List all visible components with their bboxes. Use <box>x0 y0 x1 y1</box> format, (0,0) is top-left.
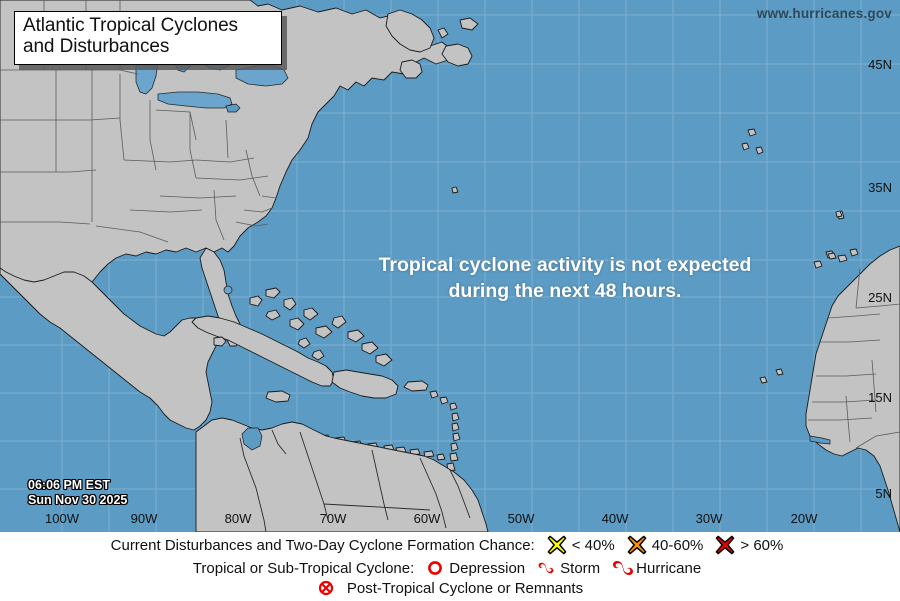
timestamp-date: Sun Nov 30 2025 <box>28 493 128 508</box>
legend-item-hurricane[interactable]: Hurricane <box>612 557 701 579</box>
legend-label-gt-60: > 60% <box>740 536 784 554</box>
outlook-message-line-2: during the next 48 hours. <box>448 280 682 303</box>
x-marker-yellow-icon <box>547 535 567 555</box>
longitude-label-50w: 50W <box>507 511 535 526</box>
issuance-timestamp: 06:06 PM EST Sun Nov 30 2025 <box>28 478 127 509</box>
longitude-label-90w: 90W <box>130 511 158 526</box>
latitude-label-45n: 45N <box>868 57 892 72</box>
post-tropical-circle-x-icon <box>317 579 335 597</box>
legend-post-tropical-row: Post-Tropical Cyclone or Remnants <box>0 579 900 597</box>
title-line-2: and Disturbances <box>23 35 170 57</box>
title-line-1: Atlantic Tropical Cyclones <box>23 15 238 36</box>
legend-item-post-tropical[interactable]: Post-Tropical Cyclone or Remnants <box>317 579 583 597</box>
map-legend: Current Disturbances and Two-Day Cyclone… <box>0 532 900 601</box>
latitude-label-35n: 35N <box>868 180 892 195</box>
atlantic-islands <box>437 17 843 384</box>
legend-label-storm: Storm <box>560 559 601 577</box>
legend-label-40-60: 40-60% <box>651 536 704 554</box>
graphic-title-box: Atlantic Tropical Cyclones and Disturban… <box>14 11 282 65</box>
latitude-label-5n: 5N <box>875 486 892 501</box>
atlantic-basin-map[interactable]: Atlantic Tropical Cyclones and Disturban… <box>0 0 900 532</box>
latitude-label-15n: 15N <box>868 390 892 405</box>
longitude-label-80w: 80W <box>224 511 252 526</box>
longitude-label-70w: 70W <box>319 511 347 526</box>
site-url-watermark[interactable]: www.hurricanes.gov <box>756 6 892 21</box>
bermuda-island <box>451 186 459 194</box>
legend-label-lt-40: < 40% <box>571 536 615 554</box>
longitude-label-20w: 20W <box>790 511 818 526</box>
tropical-storm-icon <box>537 559 555 577</box>
longitude-label-60w: 60W <box>413 511 441 526</box>
cyclone-type-label: Tropical or Sub-Tropical Cyclone: <box>192 559 415 577</box>
legend-cyclone-row: Tropical or Sub-Tropical Cyclone: Depres… <box>0 557 900 579</box>
timestamp-time: 06:06 PM EST <box>28 478 110 492</box>
map-canvas <box>0 0 900 532</box>
outlook-message: Tropical cyclone activity is not expecte… <box>330 252 800 305</box>
hurricane-icon <box>612 557 634 579</box>
formation-chance-label: Current Disturbances and Two-Day Cyclone… <box>110 536 535 554</box>
legend-item-gt-60[interactable]: > 60% <box>715 535 783 555</box>
south-america-landmass <box>195 417 489 532</box>
legend-item-lt-40[interactable]: < 40% <box>547 535 615 555</box>
legend-label-depression: Depression <box>449 559 526 577</box>
legend-item-40-60[interactable]: 40-60% <box>627 535 704 555</box>
longitude-label-30w: 30W <box>695 511 723 526</box>
africa-landmass <box>805 210 900 532</box>
latitude-label-25n: 25N <box>868 290 892 305</box>
x-marker-red-icon <box>715 535 735 555</box>
legend-item-depression[interactable]: Depression <box>426 559 525 577</box>
outlook-message-line-1: Tropical cyclone activity is not expecte… <box>378 254 752 276</box>
legend-item-storm[interactable]: Storm <box>537 559 600 577</box>
canada-northeast <box>385 9 473 79</box>
legend-formation-chance-row: Current Disturbances and Two-Day Cyclone… <box>0 535 900 555</box>
legend-label-post-tropical: Post-Tropical Cyclone or Remnants <box>346 579 584 597</box>
longitude-label-100w: 100W <box>45 511 79 526</box>
longitude-label-40w: 40W <box>601 511 629 526</box>
administrative-borders <box>0 0 277 243</box>
legend-label-hurricane: Hurricane <box>636 559 702 577</box>
depression-circle-icon <box>426 559 444 577</box>
x-marker-orange-icon <box>627 535 647 555</box>
